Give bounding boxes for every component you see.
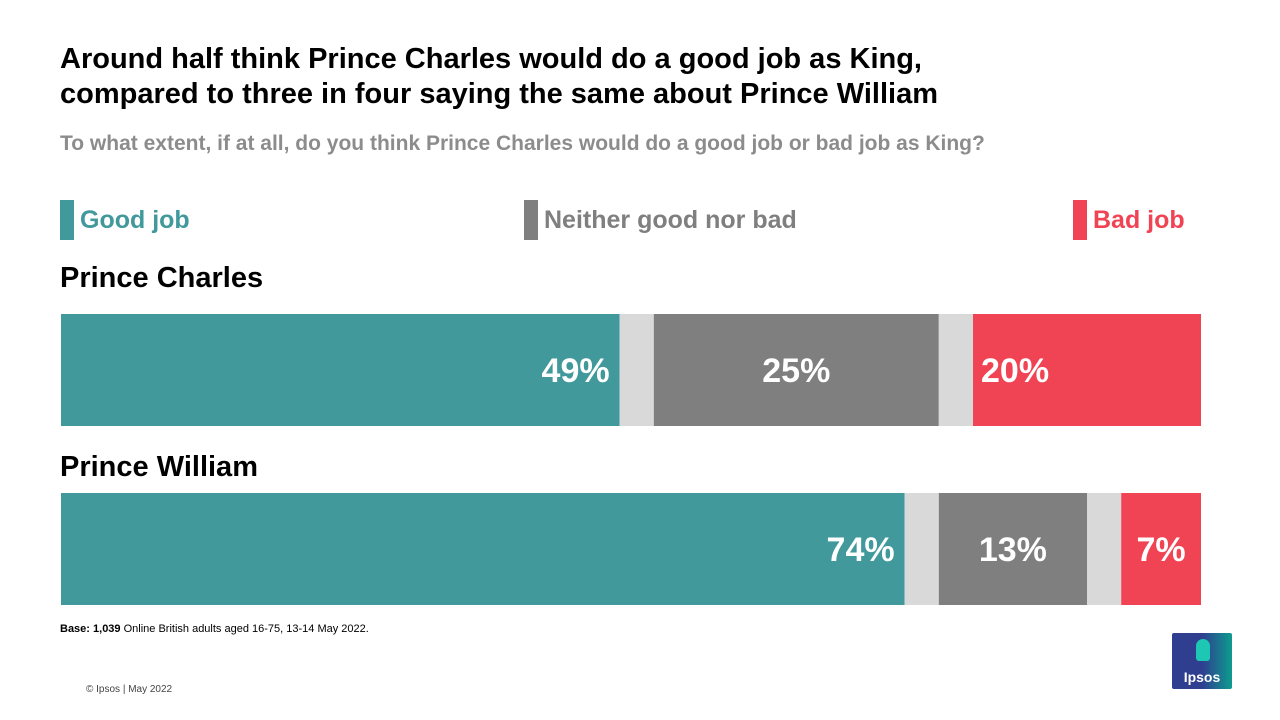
bar-william-segment-0 bbox=[61, 493, 905, 605]
legend-swatch-neither bbox=[524, 200, 538, 240]
ipsos-logo: Ipsos bbox=[1172, 633, 1232, 689]
bar-charles-segment-4 bbox=[973, 314, 1201, 426]
title-line-2: compared to three in four saying the sam… bbox=[60, 78, 938, 110]
legend-item-bad: Bad job bbox=[1073, 200, 1185, 240]
chart-title: Around half think Prince Charles would d… bbox=[60, 42, 1210, 112]
value-label-william-1: 13% bbox=[979, 531, 1047, 569]
bar-william-segment-3 bbox=[1087, 493, 1122, 605]
value-label-charles-2: 20% bbox=[981, 352, 1049, 390]
footnote-base-label: Base: 1,039 bbox=[60, 623, 121, 635]
bar-charles-segment-1 bbox=[619, 314, 654, 426]
bar-charles-segment-3 bbox=[938, 314, 973, 426]
bar-william-segment-1 bbox=[904, 493, 939, 605]
bar-charles-segment-2 bbox=[653, 314, 939, 426]
row-label-william: Prince William bbox=[60, 451, 258, 483]
value-label-charles-0: 49% bbox=[542, 352, 610, 390]
legend-label-bad: Bad job bbox=[1093, 205, 1185, 234]
footnote: Base: 1,039 Online British adults aged 1… bbox=[60, 623, 369, 635]
logo-text: Ipsos bbox=[1183, 669, 1221, 685]
footnote-base-text: Online British adults aged 16-75, 13-14 … bbox=[120, 623, 369, 635]
copyright: © Ipsos | May 2022 bbox=[86, 684, 173, 695]
bar-william-segment-2 bbox=[938, 493, 1087, 605]
row-label-charles: Prince Charles bbox=[60, 262, 264, 294]
legend-label-neither: Neither good nor bad bbox=[544, 205, 797, 234]
legend-swatch-bad bbox=[1073, 200, 1087, 240]
legend-swatch-good bbox=[60, 200, 74, 240]
legend-item-neither: Neither good nor bad bbox=[524, 200, 797, 240]
bar-william-segment-4 bbox=[1121, 493, 1201, 605]
value-label-william-0: 74% bbox=[827, 531, 895, 569]
legend-item-good: Good job bbox=[60, 200, 190, 240]
chart-subtitle: To what extent, if at all, do you think … bbox=[60, 132, 985, 155]
logo-head-icon bbox=[1196, 639, 1210, 661]
value-label-william-2: 7% bbox=[1137, 531, 1186, 569]
bar-charles-segment-0 bbox=[61, 314, 620, 426]
value-label-charles-1: 25% bbox=[762, 352, 830, 390]
legend-label-good: Good job bbox=[80, 205, 190, 234]
title-line-1: Around half think Prince Charles would d… bbox=[60, 43, 922, 75]
